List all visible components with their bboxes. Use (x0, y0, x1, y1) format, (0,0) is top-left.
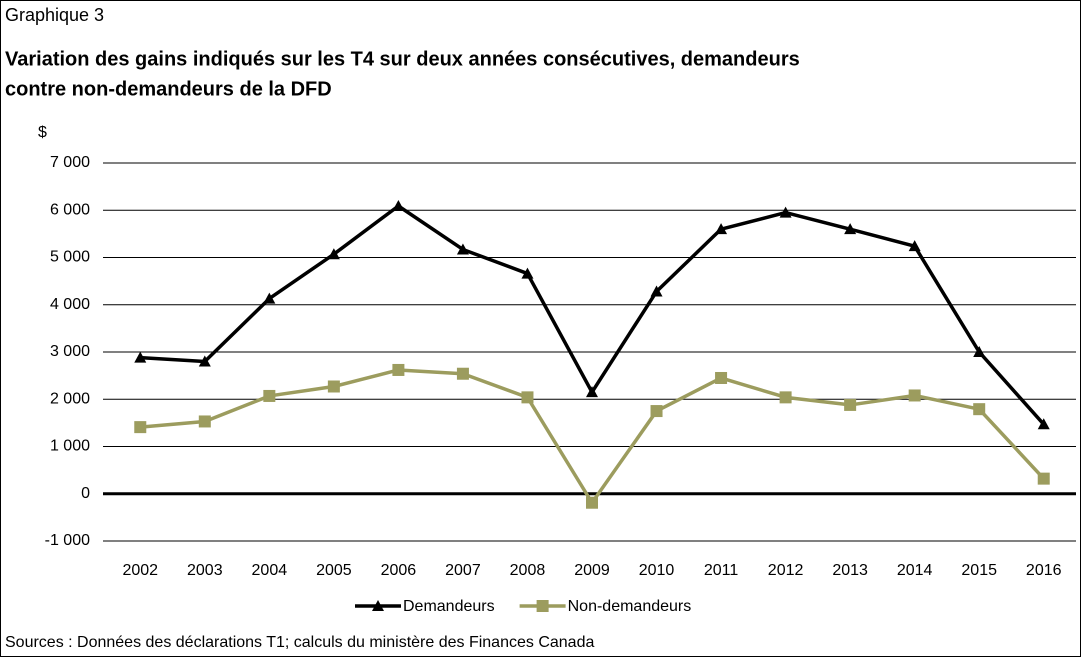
data-point (198, 415, 211, 428)
data-point (198, 355, 211, 367)
x-tick-label: 2013 (832, 562, 868, 579)
chart-title: contre non-demandeurs de la DFD (5, 78, 332, 100)
x-tick-label: 2011 (704, 562, 739, 579)
x-tick-label: 2006 (381, 562, 417, 579)
x-tick-label: 2003 (187, 562, 223, 579)
figure-label: Graphique 3 (5, 5, 104, 25)
data-point (134, 421, 147, 434)
x-tick-label: 2005 (316, 562, 352, 579)
data-point (586, 496, 598, 509)
y-tick-label: 3 000 (50, 343, 90, 360)
data-point (586, 386, 598, 398)
x-tick-label: 2012 (768, 562, 804, 579)
x-tick-label: 2016 (1026, 562, 1062, 579)
x-tick-label: 2010 (639, 562, 675, 579)
x-tick-label: 2007 (445, 562, 481, 579)
chart-title: Variation des gains indiqués sur les T4 … (5, 48, 800, 70)
data-point (908, 389, 921, 402)
data-point (263, 389, 276, 402)
data-point (327, 248, 340, 260)
y-axis-label: $ (38, 124, 47, 141)
data-point (392, 199, 405, 211)
data-point (650, 285, 663, 297)
x-tick-label: 2009 (574, 562, 610, 579)
data-point (263, 292, 276, 304)
y-tick-label: 5 000 (50, 249, 90, 266)
data-point (521, 391, 534, 404)
legend-label: Demandeurs (403, 598, 495, 615)
data-point (650, 405, 663, 418)
data-point (715, 223, 728, 235)
data-point (973, 403, 986, 416)
y-tick-label: 7 000 (50, 154, 90, 171)
data-point (521, 267, 534, 279)
data-point (456, 243, 469, 255)
y-tick-label: 2 000 (50, 390, 90, 407)
data-point (327, 380, 340, 393)
x-tick-label: 2015 (961, 562, 997, 579)
data-point (715, 371, 728, 384)
x-tick-label: 2014 (897, 562, 933, 579)
data-point (908, 240, 921, 252)
x-tick-label: 2004 (252, 562, 288, 579)
data-point (779, 206, 792, 218)
data-point (1037, 472, 1050, 485)
data-point (844, 398, 857, 411)
x-tick-label: 2002 (122, 562, 158, 579)
data-point (134, 351, 147, 363)
data-point (1037, 418, 1050, 430)
data-point (392, 363, 405, 376)
data-point (456, 367, 469, 380)
y-tick-label: 6 000 (50, 201, 90, 218)
y-tick-label: 4 000 (50, 296, 90, 313)
y-tick-label: 0 (81, 485, 90, 502)
legend-marker (372, 600, 384, 611)
data-point (844, 223, 857, 235)
source-note: Sources : Données des déclarations T1; c… (5, 634, 594, 651)
legend-marker (536, 600, 549, 612)
x-tick-label: 2008 (510, 562, 546, 579)
data-point (973, 346, 986, 357)
legend-label: Non-demandeurs (568, 598, 692, 615)
data-point (779, 391, 792, 404)
y-tick-label: 1 000 (50, 438, 90, 455)
y-tick-label: -1 000 (45, 532, 90, 549)
